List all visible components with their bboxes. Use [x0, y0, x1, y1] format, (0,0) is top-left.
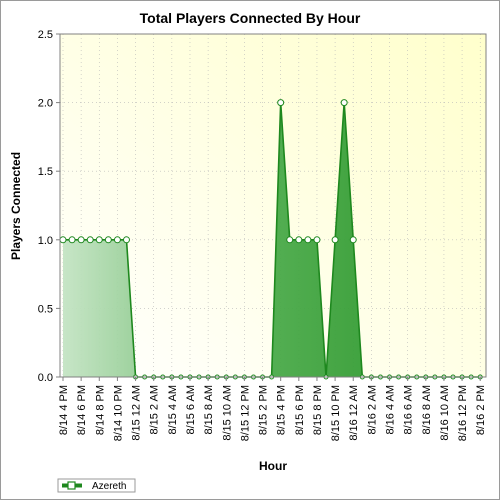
legend-swatch-marker [67, 481, 76, 490]
data-point [304, 236, 312, 244]
y-tick-label: 2.0 [38, 98, 53, 110]
x-tick-label: 8/16 12 AM [348, 385, 360, 441]
legend-entry-azereth: Azereth [92, 481, 126, 492]
x-tick-label: 8/15 12 AM [131, 385, 143, 441]
x-tick-label: 8/15 2 PM [258, 385, 270, 435]
x-tick-label: 8/15 10 AM [221, 385, 233, 441]
chart-title: Total Players Connected By Hour [140, 10, 361, 26]
x-tick-label: 8/15 8 AM [203, 385, 215, 435]
x-tick-label: 8/15 12 PM [239, 385, 251, 441]
legend-box [57, 478, 136, 493]
x-tick-label: 8/16 2 PM [475, 385, 487, 435]
x-tick-label: 8/14 10 PM [112, 385, 124, 441]
data-point [59, 236, 67, 244]
data-point [113, 236, 121, 244]
data-point [331, 236, 339, 244]
x-tick-labels: 8/14 4 PM 8/14 6 PM 8/14 8 PM 8/14 10 PM 8/1… [58, 385, 487, 441]
x-tick-label: 8/15 4 AM [167, 385, 179, 435]
data-point [77, 236, 85, 244]
x-tick-label: 8/14 8 PM [94, 385, 106, 435]
x-tick-label: 8/15 4 PM [276, 385, 288, 435]
x-tick-label: 8/16 8 AM [421, 385, 433, 435]
data-point [86, 236, 94, 244]
data-point [95, 236, 103, 244]
axes [56, 33, 487, 381]
x-tick-label: 8/16 2 AM [366, 385, 378, 435]
data-point [122, 236, 130, 244]
y-tick-labels: 0.0 0.5 1.0 1.5 2.0 2.5 [38, 29, 53, 384]
y-tick-label: 0.5 [38, 303, 53, 315]
y-tick-label: 1.5 [38, 166, 53, 178]
data-point [349, 236, 357, 244]
x-tick-label: 8/15 6 AM [185, 385, 197, 435]
data-point [295, 236, 303, 244]
data-point [286, 236, 294, 244]
x-tick-label: 8/15 8 PM [312, 385, 324, 435]
x-tick-label: 8/16 4 AM [385, 385, 397, 435]
y-axis-label: Players Connected [9, 152, 23, 260]
data-point [340, 99, 348, 107]
series-area-fill [63, 102, 481, 377]
y-tick-label: 0.0 [38, 372, 53, 384]
x-tick-label: 8/16 12 PM [457, 385, 469, 441]
x-tick-label: 8/15 10 PM [330, 385, 342, 441]
legend: Azereth [57, 478, 136, 493]
x-tick-label: 8/15 2 AM [149, 385, 161, 435]
x-tick-label: 8/14 4 PM [58, 385, 70, 435]
x-tick-label: 8/15 6 PM [294, 385, 306, 435]
data-point [313, 236, 321, 244]
x-axis-label: Hour [259, 459, 287, 473]
y-tick-label: 1.0 [38, 235, 53, 247]
data-point [277, 99, 285, 107]
x-tick-label: 8/16 10 AM [439, 385, 451, 441]
plot-border [59, 33, 487, 378]
y-tick-label: 2.5 [38, 29, 53, 41]
x-tick-label: 8/16 6 AM [403, 385, 415, 435]
data-point [68, 236, 76, 244]
x-tick-label: 8/14 6 PM [76, 385, 88, 435]
data-point [104, 236, 112, 244]
